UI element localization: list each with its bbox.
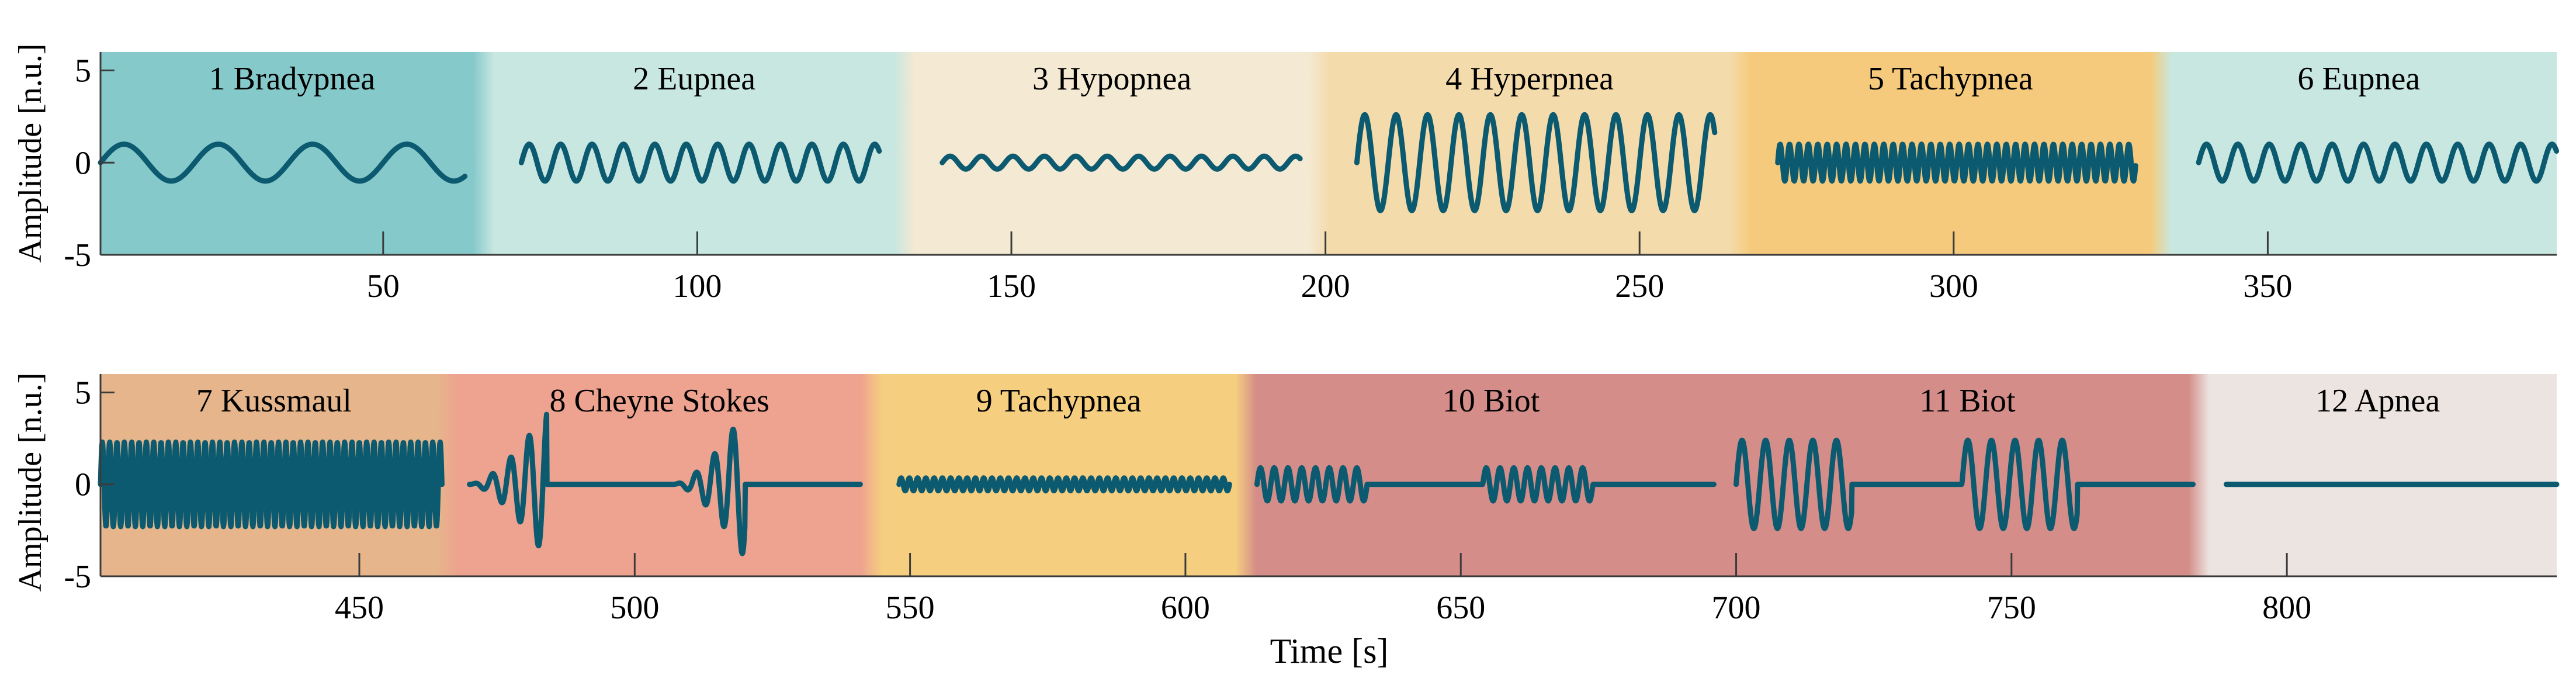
waveform-1-bradypnea: [98, 141, 468, 184]
waveform-5-tachypnea: [1775, 141, 2138, 184]
segment-label: 8 Cheyne Stokes: [549, 383, 769, 419]
x-tick-label: 300: [1929, 268, 1978, 305]
y-tick-label: 0: [75, 467, 91, 503]
y-tick-label: 5: [75, 53, 91, 89]
y-tick-label: 5: [75, 375, 91, 411]
background-band: [100, 52, 2557, 255]
x-tick-label: 50: [367, 268, 400, 305]
x-tick-label: 250: [1615, 268, 1664, 305]
waveform-6-eupnea: [2196, 141, 2560, 184]
y-tick-label: -5: [64, 237, 91, 274]
segment-label: 10 Biot: [1443, 383, 1540, 419]
x-tick-label: 650: [1436, 590, 1485, 626]
y-tick-label: 0: [75, 145, 91, 181]
x-axis-label: Time [s]: [1270, 632, 1389, 670]
x-tick-label: 350: [2243, 268, 2292, 305]
waveform-4-hyperpnea: [1354, 112, 1718, 213]
x-tick-label: 750: [1987, 590, 2036, 626]
segment-label: 6 Eupnea: [2297, 61, 2420, 97]
segment-label: 5 Tachypnea: [1868, 61, 2033, 97]
waveform-8-cheyne-stokes: [467, 411, 863, 556]
top-y-axis-label: Amplitude [n.u.]: [12, 44, 48, 263]
bottom-chart: 7 Kussmaul 8 Cheyne Stokes 9 Tachypnea 10 B…: [12, 373, 2560, 626]
top-chart: 1 Bradypnea 2 Eupnea 3 Hypopnea 4 Hyperpnea…: [12, 44, 2560, 305]
top-background-bands: [100, 52, 2557, 255]
waveform-9-tachypnea: [896, 475, 1232, 494]
waveform-11-biot: [1733, 437, 2196, 531]
top-waveforms: [98, 112, 2560, 213]
segment-label: 11 Biot: [1919, 383, 2016, 419]
x-tick-label: 450: [335, 590, 384, 626]
segment-label: 1 Bradypnea: [209, 61, 376, 97]
waveform-3-hypopnea: [939, 153, 1303, 172]
x-tick-label: 200: [1301, 268, 1350, 305]
x-tick-label: 800: [2262, 590, 2311, 626]
bottom-y-axis-label: Amplitude [n.u.]: [12, 373, 48, 592]
segment-label: 3 Hypopnea: [1032, 61, 1191, 97]
top-axes: 50-550 100 150 200 250 300 350: [64, 52, 2557, 305]
segment-label: 4 Hyperpnea: [1445, 61, 1614, 97]
segment-label: 12 Apnea: [2315, 383, 2440, 419]
waveform-2-eupnea: [518, 141, 882, 184]
waveform-7-kussmaul: [98, 440, 445, 530]
x-tick-label: 700: [1712, 590, 1761, 626]
top-segment-labels: 1 Bradypnea 2 Eupnea 3 Hypopnea 4 Hyperpnea…: [209, 61, 2421, 97]
x-tick-label: 550: [886, 590, 935, 626]
x-tick-label: 500: [610, 590, 659, 626]
x-tick-label: 150: [987, 268, 1036, 305]
x-tick-label: 100: [672, 268, 722, 305]
segment-label: 2 Eupnea: [633, 61, 755, 97]
bottom-waveforms: [98, 411, 2560, 556]
segment-label: 7 Kussmaul: [196, 383, 352, 419]
segment-label: 9 Tachypnea: [976, 383, 1142, 419]
bottom-axes: 5 0 -5 450 500 550 600 650 700 750 800: [64, 374, 2557, 626]
bottom-segment-labels: 7 Kussmaul 8 Cheyne Stokes 9 Tachypnea 10 B…: [196, 383, 2440, 419]
y-tick-label: -5: [64, 559, 91, 595]
waveform-10-biot: [1254, 465, 1717, 504]
x-tick-label: 600: [1161, 590, 1210, 626]
